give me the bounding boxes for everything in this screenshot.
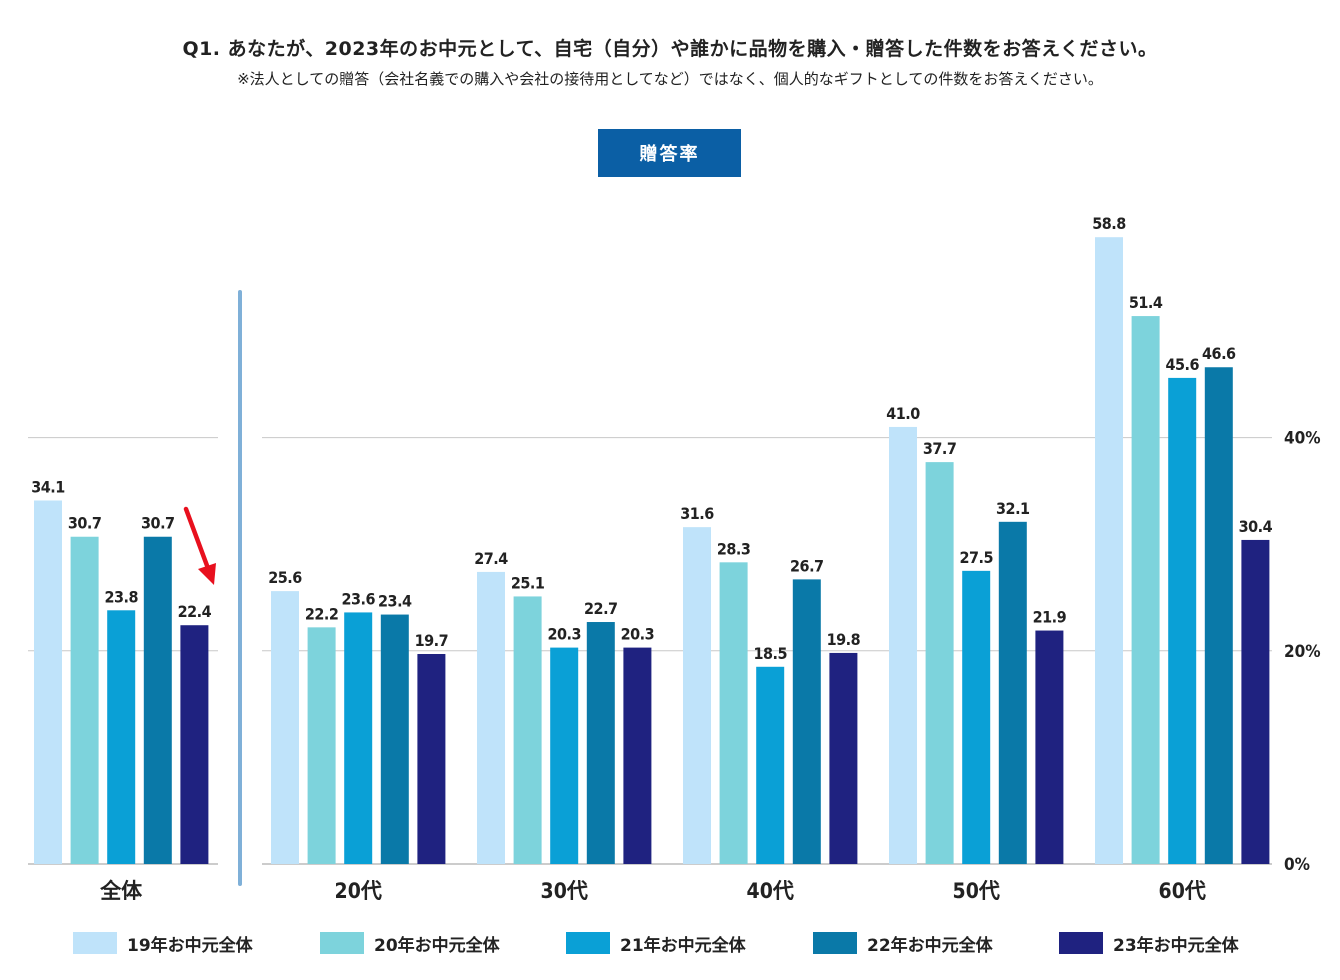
legend-item: 21年お中元全体: [566, 928, 746, 958]
data-label: 23.4: [378, 592, 412, 611]
legend-label: 23年お中元全体: [1113, 935, 1239, 956]
data-label: 37.7: [923, 439, 957, 458]
data-label: 27.5: [959, 548, 993, 567]
bar-50代-4: [1035, 630, 1064, 864]
data-label: 34.1: [31, 477, 65, 496]
data-label: 23.6: [341, 589, 375, 608]
data-label: 18.5: [753, 644, 787, 663]
bar-20代-2: [344, 612, 373, 864]
data-label: 23.8: [104, 587, 138, 606]
bar-50代-1: [925, 462, 954, 864]
bar-40代-0: [683, 527, 711, 864]
question-note: ※法人としての贈答（会社名義での購入や会社の接待用としてなど）ではなく、個人的な…: [237, 70, 1103, 88]
data-label: 25.1: [511, 573, 545, 592]
data-label: 20.3: [621, 625, 655, 644]
bar-50代-3: [998, 521, 1027, 864]
category-label: 全体: [99, 879, 143, 900]
data-label: 46.6: [1202, 344, 1236, 363]
category-label: 20代: [335, 879, 382, 900]
data-label: 19.7: [415, 631, 449, 650]
data-label: 21.9: [1033, 608, 1067, 627]
data-label: 26.7: [790, 556, 824, 575]
bar-30代-3: [586, 622, 615, 864]
data-label: 45.6: [1165, 355, 1199, 374]
legend-label: 20年お中元全体: [374, 935, 500, 956]
data-label: 41.0: [886, 404, 920, 423]
legend-item: 19年お中元全体: [73, 928, 253, 958]
bar-60代-0: [1095, 237, 1123, 864]
legend-swatch: [73, 932, 117, 954]
bar-30代-4: [623, 647, 652, 864]
bar-30代-0: [477, 571, 505, 864]
legend-label: 22年お中元全体: [867, 935, 993, 956]
bar-40代-3: [792, 579, 821, 864]
bar-20代-0: [271, 591, 299, 864]
legend-swatch: [813, 932, 857, 954]
bar-60代-1: [1131, 316, 1160, 864]
bar-40代-1: [719, 562, 748, 864]
legend: 19年お中元全体 20年お中元全体 21年お中元全体 22年お中元全体 23年お中元全体: [0, 928, 1340, 960]
category-label: 40代: [747, 879, 794, 900]
bar-chart: 0% 20% 40% 34.1 25.6 27.4 31.6 41.0 58.8 30.7 22.2…: [28, 214, 1321, 900]
data-label: 22.7: [584, 599, 618, 618]
data-label: 22.2: [305, 604, 339, 623]
legend-item: 23年お中元全体: [1059, 928, 1239, 958]
y-tick-label: 0%: [1284, 855, 1310, 875]
bar-60代-4: [1241, 539, 1270, 864]
category-label: 30代: [541, 879, 588, 900]
data-label: 28.3: [717, 539, 751, 558]
category-label: 60代: [1159, 879, 1206, 900]
bar-40代-4: [829, 652, 858, 864]
bar-20代-4: [417, 653, 446, 864]
bar-全体-2: [107, 610, 136, 864]
data-label: 31.6: [680, 504, 714, 523]
bar-20代-1: [307, 627, 336, 864]
bar-全体-0: [34, 500, 62, 864]
legend-swatch: [1059, 932, 1103, 954]
bar-全体-3: [143, 536, 172, 864]
bar-40代-2: [756, 666, 785, 864]
bar-60代-3: [1204, 367, 1233, 864]
legend-swatch: [320, 932, 364, 954]
data-label: 30.7: [68, 514, 102, 533]
arrow-icon: [198, 563, 216, 585]
bar-全体-4: [180, 625, 209, 864]
y-tick-label: 20%: [1284, 642, 1321, 662]
data-label: 58.8: [1092, 214, 1126, 233]
legend-label: 19年お中元全体: [127, 935, 253, 956]
data-label: 32.1: [996, 499, 1030, 518]
chart-title-badge: 贈答率: [598, 129, 741, 177]
data-label: 51.4: [1129, 293, 1163, 312]
data-label: 19.8: [827, 630, 861, 649]
legend-item: 20年お中元全体: [320, 928, 500, 958]
legend-swatch: [566, 932, 610, 954]
bar-50代-0: [889, 426, 917, 864]
category-label: 50代: [953, 879, 1000, 900]
question-title: Q1. あなたが、2023年のお中元として、自宅（自分）や誰かに品物を購入・贈答…: [182, 38, 1158, 60]
data-label: 25.6: [268, 568, 302, 587]
bar-60代-2: [1168, 377, 1197, 864]
y-tick-label: 40%: [1284, 429, 1321, 449]
legend-item: 22年お中元全体: [813, 928, 993, 958]
bar-30代-2: [550, 647, 579, 864]
data-label: 27.4: [474, 549, 508, 568]
data-label: 20.3: [547, 625, 581, 644]
data-label: 30.7: [141, 514, 175, 533]
bar-全体-1: [70, 536, 99, 864]
bar-30代-1: [513, 596, 542, 864]
bar-20代-3: [380, 614, 409, 864]
bar-50代-2: [962, 570, 991, 864]
data-label: 30.4: [1239, 517, 1273, 536]
arrow-shaft: [183, 506, 212, 574]
legend-label: 21年お中元全体: [620, 935, 746, 956]
data-label: 22.4: [178, 602, 212, 621]
